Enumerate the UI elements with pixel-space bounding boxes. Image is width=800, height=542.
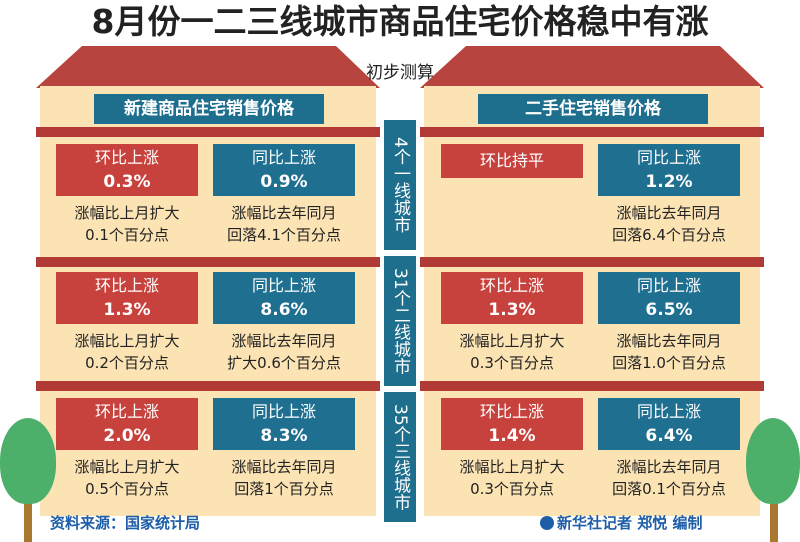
- credit-line: 新华社记者 郑悦 编制: [540, 512, 702, 533]
- used-mom-box: 环比上涨 1.4%: [441, 398, 583, 450]
- city-label-tier3: 35个三线城市: [384, 392, 416, 522]
- beam: [36, 381, 380, 391]
- box-label: 同比上涨: [251, 148, 316, 167]
- tree-trunk-left: [24, 470, 32, 542]
- new-mom-box: 环比上涨 2.0%: [56, 398, 198, 450]
- note-line: 涨幅比上月扩大: [459, 458, 565, 476]
- box-label: 环比持平: [479, 151, 544, 170]
- new-mom-note: 涨幅比上月扩大 0.5个百分点: [47, 456, 207, 500]
- used-yoy-note: 涨幅比去年同月 回落1.0个百分点: [589, 330, 749, 374]
- note-line: 涨幅比去年同月: [231, 458, 337, 476]
- note-line: 0.3个百分点: [470, 480, 554, 498]
- new-yoy-note: 涨幅比去年同月 扩大0.6个百分点: [204, 330, 364, 374]
- note-line: 涨幅比去年同月: [616, 204, 722, 222]
- note-line: 涨幅比去年同月: [616, 458, 722, 476]
- box-value: 1.4%: [488, 426, 536, 446]
- tree-trunk-right: [770, 470, 778, 542]
- right-roof: [420, 46, 764, 88]
- box-value: 6.4%: [645, 426, 693, 446]
- note-line: 涨幅比去年同月: [231, 332, 337, 350]
- used-mom-box: 环比持平: [441, 144, 583, 178]
- page-title: 8月份一二三线城市商品住宅价格稳中有涨: [91, 2, 709, 41]
- note-line: 涨幅比上月扩大: [74, 332, 180, 350]
- box-label: 环比上涨: [94, 148, 159, 167]
- box-value: 2.0%: [103, 426, 151, 446]
- used-yoy-box: 同比上涨 6.4%: [598, 398, 740, 450]
- left-roof: [36, 46, 380, 88]
- box-value: 1.3%: [488, 300, 536, 320]
- box-value: 0.9%: [260, 172, 308, 192]
- city-label-tier1: 4个一线城市: [384, 120, 416, 250]
- box-value: 8.6%: [260, 300, 308, 320]
- right-header: 二手住宅销售价格: [478, 94, 708, 124]
- city-label-tier2: 31个二线城市: [384, 256, 416, 386]
- box-value: 8.3%: [260, 426, 308, 446]
- note-line: 扩大0.6个百分点: [227, 354, 341, 372]
- box-value: 1.2%: [645, 172, 693, 192]
- box-label: 同比上涨: [636, 276, 701, 295]
- beam: [420, 127, 764, 137]
- new-yoy-box: 同比上涨 0.9%: [213, 144, 355, 196]
- note-line: 0.5个百分点: [85, 480, 169, 498]
- note-line: 回落1.0个百分点: [612, 354, 726, 372]
- box-value: 0.3%: [103, 172, 151, 192]
- note-line: 涨幅比去年同月: [231, 204, 337, 222]
- box-label: 同比上涨: [636, 402, 701, 421]
- note-line: 回落4.1个百分点: [227, 226, 341, 244]
- note-line: 回落0.1个百分点: [612, 480, 726, 498]
- beam: [420, 257, 764, 267]
- box-value: 1.3%: [103, 300, 151, 320]
- box-label: 环比上涨: [479, 276, 544, 295]
- tree-left-icon: [0, 418, 56, 504]
- new-yoy-note: 涨幅比去年同月 回落4.1个百分点: [204, 202, 364, 246]
- note-line: 回落1个百分点: [234, 480, 334, 498]
- box-label: 环比上涨: [94, 276, 159, 295]
- new-yoy-box: 同比上涨 8.3%: [213, 398, 355, 450]
- new-mom-box: 环比上涨 0.3%: [56, 144, 198, 196]
- new-yoy-box: 同比上涨 8.6%: [213, 272, 355, 324]
- used-yoy-note: 涨幅比去年同月 回落6.4个百分点: [589, 202, 749, 246]
- new-mom-box: 环比上涨 1.3%: [56, 272, 198, 324]
- note-line: 0.3个百分点: [470, 354, 554, 372]
- box-label: 同比上涨: [251, 276, 316, 295]
- beam: [36, 257, 380, 267]
- subtitle: 初步测算: [366, 63, 434, 83]
- box-label: 同比上涨: [251, 402, 316, 421]
- new-mom-note: 涨幅比上月扩大 0.2个百分点: [47, 330, 207, 374]
- box-value: 6.5%: [645, 300, 693, 320]
- used-yoy-box: 同比上涨 6.5%: [598, 272, 740, 324]
- used-mom-note: 涨幅比上月扩大 0.3个百分点: [432, 330, 592, 374]
- note-line: 涨幅比上月扩大: [74, 204, 180, 222]
- tree-right-icon: [746, 418, 800, 504]
- new-mom-note: 涨幅比上月扩大 0.1个百分点: [47, 202, 207, 246]
- box-label: 同比上涨: [636, 148, 701, 167]
- beam: [36, 127, 380, 137]
- note-line: 涨幅比去年同月: [616, 332, 722, 350]
- new-yoy-note: 涨幅比去年同月 回落1个百分点: [204, 456, 364, 500]
- box-label: 环比上涨: [94, 402, 159, 421]
- note-line: 0.1个百分点: [85, 226, 169, 244]
- beam: [420, 381, 764, 391]
- note-line: 涨幅比上月扩大: [459, 332, 565, 350]
- used-mom-box: 环比上涨 1.3%: [441, 272, 583, 324]
- used-yoy-box: 同比上涨 1.2%: [598, 144, 740, 196]
- left-header: 新建商品住宅销售价格: [94, 94, 324, 124]
- source-note: 资料来源：国家统计局: [50, 514, 201, 532]
- used-yoy-note: 涨幅比去年同月 回落0.1个百分点: [589, 456, 749, 500]
- used-mom-note: 涨幅比上月扩大 0.3个百分点: [432, 456, 592, 500]
- box-label: 环比上涨: [479, 402, 544, 421]
- note-line: 涨幅比上月扩大: [74, 458, 180, 476]
- note-line: 回落6.4个百分点: [612, 226, 726, 244]
- credit-text: 新华社记者 郑悦 编制: [557, 514, 703, 532]
- xinhua-logo-icon: [540, 516, 554, 530]
- note-line: 0.2个百分点: [85, 354, 169, 372]
